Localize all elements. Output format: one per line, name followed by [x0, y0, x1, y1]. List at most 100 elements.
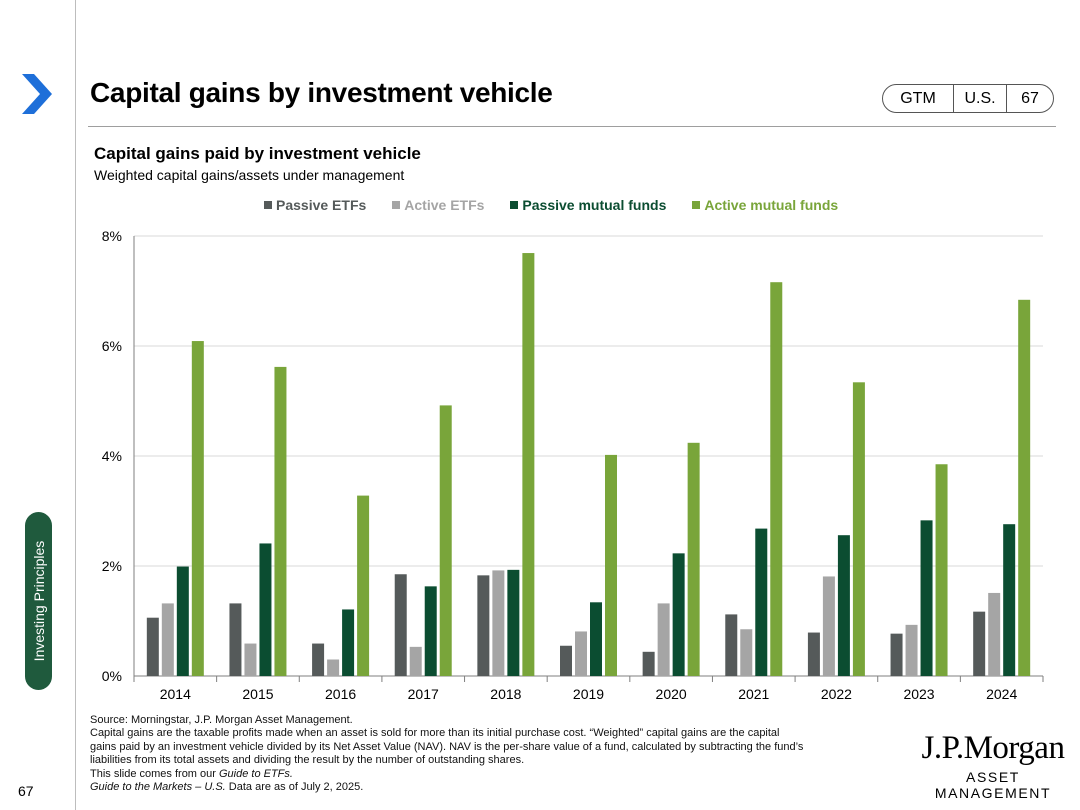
bar-passive-mutual-funds-2014	[176, 566, 189, 676]
page-number: 67	[18, 783, 34, 799]
bar-active-etfs-2017	[409, 646, 422, 676]
bar-active-etfs-2021	[740, 629, 753, 676]
legend-label: Active mutual funds	[704, 197, 839, 213]
legend-swatch	[264, 201, 272, 209]
x-tick-label: 2022	[821, 686, 852, 702]
legend-swatch	[692, 201, 701, 209]
bar-active-etfs-2016	[327, 659, 340, 676]
chart-title: Capital gains paid by investment vehicle	[94, 144, 421, 163]
footnote-gtm-title: Guide to the Markets – U.S.	[90, 781, 226, 794]
footnote-guide-line: This slide comes from our Guide to ETFs.	[90, 768, 890, 781]
y-tick-label: 4%	[102, 448, 122, 464]
badge-page: 67	[1021, 89, 1039, 107]
x-tick-label: 2020	[656, 686, 687, 702]
bar-active-mutual-funds-2020	[687, 442, 700, 676]
x-tick-label: 2017	[408, 686, 439, 702]
bar-passive-etfs-2019	[560, 645, 572, 676]
bar-passive-mutual-funds-2022	[837, 535, 850, 676]
bar-passive-mutual-funds-2019	[590, 602, 602, 676]
legend-label: Passive mutual funds	[522, 197, 667, 213]
bar-passive-mutual-funds-2023	[920, 520, 933, 676]
x-tick-label: 2021	[738, 686, 769, 702]
bar-passive-etfs-2014	[146, 617, 159, 676]
legend-item-active-mutual-funds: Active mutual funds	[692, 197, 838, 213]
bar-active-mutual-funds-2024	[1018, 299, 1031, 676]
x-tick-label: 2018	[490, 686, 521, 702]
bar-active-etfs-2020	[657, 603, 670, 676]
legend-label: Passive ETFs	[276, 197, 367, 213]
bar-active-etfs-2019	[575, 631, 587, 676]
footnote-guide-prefix: This slide comes from our	[90, 767, 219, 780]
bar-active-etfs-2022	[822, 576, 835, 676]
jpmorgan-logo: J.P.Morgan ASSET MANAGEMENT	[906, 730, 1080, 801]
bar-passive-mutual-funds-2017	[424, 586, 437, 676]
bar-active-mutual-funds-2019	[605, 454, 617, 676]
bar-active-mutual-funds-2021	[770, 282, 783, 676]
y-tick-label: 8%	[102, 228, 122, 244]
y-tick-label: 0%	[102, 668, 122, 684]
x-tick-label: 2023	[903, 686, 934, 702]
logo-subtitle: ASSET MANAGEMENT	[934, 769, 1052, 801]
legend-label: Active ETFs	[404, 197, 485, 213]
title-divider	[88, 126, 1056, 127]
footnote-line: Capital gains are the taxable profits ma…	[90, 727, 780, 740]
bar-passive-mutual-funds-2015	[259, 543, 272, 676]
bar-active-etfs-2024	[988, 592, 1001, 676]
section-tab-label: Investing Principles	[30, 540, 47, 662]
bar-passive-mutual-funds-2021	[755, 528, 768, 676]
chevron-right-icon	[22, 74, 52, 114]
bar-passive-etfs-2021	[725, 614, 738, 676]
footnote-guide-title: Guide to ETFs.	[218, 767, 293, 780]
bar-active-etfs-2015	[244, 643, 257, 676]
bar-active-mutual-funds-2022	[852, 382, 865, 676]
badge-gtm: GTM	[883, 85, 954, 112]
bar-passive-mutual-funds-2016	[342, 609, 355, 676]
bar-passive-etfs-2016	[312, 643, 325, 676]
bar-active-mutual-funds-2023	[935, 464, 948, 676]
legend-item-passive-mutual-funds: Passive mutual funds	[510, 197, 666, 213]
bar-active-mutual-funds-2014	[191, 341, 204, 676]
bar-passive-etfs-2024	[973, 611, 986, 676]
footnotes: Source: Morningstar, J.P. Morgan Asset M…	[90, 714, 890, 794]
bar-active-etfs-2014	[161, 603, 174, 676]
bar-active-mutual-funds-2016	[357, 495, 370, 676]
legend-swatch	[392, 201, 401, 209]
bar-passive-etfs-2020	[642, 651, 655, 676]
chart-subtitle: Weighted capital gains/assets under mana…	[94, 167, 405, 183]
bar-passive-etfs-2017	[394, 574, 407, 676]
gtm-badge: GTM U.S. 67	[882, 84, 1054, 113]
bar-passive-etfs-2018	[477, 575, 490, 676]
page-title: Capital gains by investment vehicle	[90, 77, 553, 108]
chart-legend: Passive ETFs Active ETFs Passive mutual …	[264, 197, 864, 213]
bar-passive-mutual-funds-2018	[507, 569, 520, 676]
footnote-gtm-suffix: Data are as of July 2, 2025.	[225, 781, 364, 794]
x-tick-label: 2024	[986, 686, 1017, 702]
bar-passive-etfs-2015	[229, 603, 242, 676]
bar-active-etfs-2018	[492, 570, 505, 676]
bar-passive-mutual-funds-2024	[1003, 524, 1016, 676]
left-rule	[75, 0, 76, 810]
legend-item-active-etfs: Active ETFs	[392, 197, 484, 213]
section-tab[interactable]: Investing Principles	[25, 512, 52, 690]
footnote-line: gains paid by an investment vehicle divi…	[90, 740, 804, 753]
x-tick-label: 2015	[242, 686, 273, 702]
bar-active-mutual-funds-2017	[439, 405, 452, 676]
y-tick-label: 2%	[102, 558, 122, 574]
y-tick-label: 6%	[102, 338, 122, 354]
logo-name: J.P.Morgan	[921, 730, 1065, 766]
legend-item-passive-etfs: Passive ETFs	[264, 197, 366, 213]
bar-active-etfs-2023	[905, 624, 918, 676]
legend-swatch	[510, 201, 519, 209]
x-tick-label: 2016	[325, 686, 356, 702]
bar-active-mutual-funds-2018	[522, 253, 535, 677]
footnote-line: liabilities from its total assets and di…	[90, 754, 525, 767]
bar-passive-etfs-2023	[890, 633, 903, 676]
x-tick-label: 2019	[573, 686, 604, 702]
footnote-gtm-line: Guide to the Markets – U.S. Data are as …	[90, 781, 890, 794]
bar-passive-mutual-funds-2020	[672, 553, 685, 676]
badge-region: U.S.	[954, 85, 1007, 112]
footnote-line: Source: Morningstar, J.P. Morgan Asset M…	[90, 714, 353, 726]
bar-active-mutual-funds-2015	[274, 366, 287, 676]
x-tick-label: 2014	[160, 686, 191, 702]
